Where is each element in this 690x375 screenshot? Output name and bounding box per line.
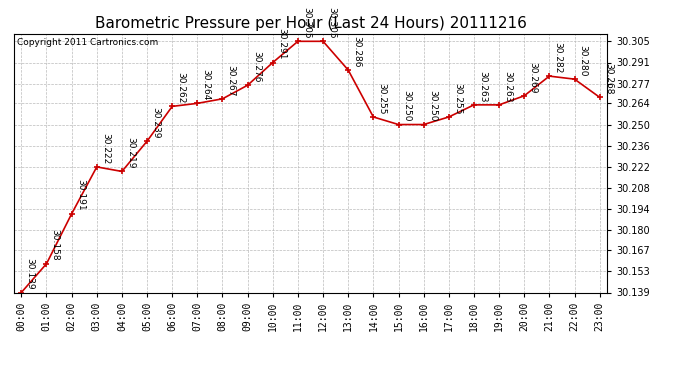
Text: 30.250: 30.250 [428, 90, 437, 122]
Text: 30.255: 30.255 [453, 83, 462, 114]
Text: 30.222: 30.222 [101, 133, 110, 164]
Text: 30.305: 30.305 [302, 7, 311, 39]
Text: 30.263: 30.263 [503, 70, 512, 102]
Text: 30.268: 30.268 [604, 63, 613, 94]
Title: Barometric Pressure per Hour (Last 24 Hours) 20111216: Barometric Pressure per Hour (Last 24 Ho… [95, 16, 526, 31]
Text: 30.264: 30.264 [201, 69, 210, 100]
Text: 30.291: 30.291 [277, 28, 286, 60]
Text: 30.239: 30.239 [151, 107, 160, 138]
Text: 30.262: 30.262 [177, 72, 186, 104]
Text: 30.255: 30.255 [377, 83, 386, 114]
Text: 30.219: 30.219 [126, 137, 135, 169]
Text: 30.250: 30.250 [403, 90, 412, 122]
Text: 30.139: 30.139 [26, 258, 34, 290]
Text: 30.267: 30.267 [226, 64, 236, 96]
Text: Copyright 2011 Cartronics.com: Copyright 2011 Cartronics.com [17, 38, 158, 46]
Text: 30.191: 30.191 [76, 179, 85, 211]
Text: 30.276: 30.276 [252, 51, 261, 82]
Text: 30.269: 30.269 [529, 62, 538, 93]
Text: 30.282: 30.282 [553, 42, 562, 74]
Text: 30.286: 30.286 [353, 36, 362, 67]
Text: 30.280: 30.280 [579, 45, 588, 76]
Text: 30.305: 30.305 [327, 7, 336, 39]
Text: 30.158: 30.158 [50, 230, 59, 261]
Text: 30.263: 30.263 [478, 70, 487, 102]
